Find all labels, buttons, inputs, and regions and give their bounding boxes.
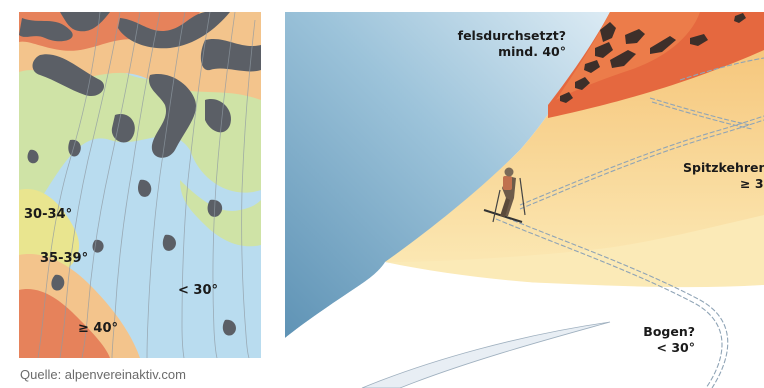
label-rocky-value: mind. 40°: [498, 44, 566, 59]
label-rocky-question: felsdurchsetzt?: [458, 28, 566, 43]
label-switchback-question: Spitzkehren: [683, 160, 764, 175]
contour-lines: [37, 12, 256, 358]
label-over-40: ≥ 40°: [78, 321, 118, 336]
label-under-30: < 30°: [178, 283, 218, 298]
slope-angle-map: 30-34° 35-39° < 30° ≥ 40°: [19, 12, 261, 358]
rock-bands: [19, 12, 261, 336]
ski-tracks: [495, 57, 764, 388]
zone-30-34: [19, 56, 261, 245]
source-caption: Quelle: alpenvereinaktiv.com: [20, 367, 186, 382]
lower-track: [361, 321, 611, 388]
zone-30-34-yellow: [19, 189, 80, 276]
skier: [483, 167, 526, 223]
sky: [285, 12, 610, 338]
label-switchback-value: ≥ 30: [740, 176, 764, 191]
slope-scene: felsdurchsetzt? mind. 40° Spitzkehren ≥ …: [285, 12, 764, 388]
label-curve-question: Bogen?: [643, 324, 695, 339]
label-curve-value: < 30°: [657, 340, 695, 355]
label-30-34: 30-34°: [24, 207, 72, 222]
label-35-39: 35-39°: [40, 251, 88, 266]
snow-foreground: [285, 262, 764, 388]
rock-outcrops: [560, 13, 746, 103]
zone-over-40: [19, 12, 200, 51]
